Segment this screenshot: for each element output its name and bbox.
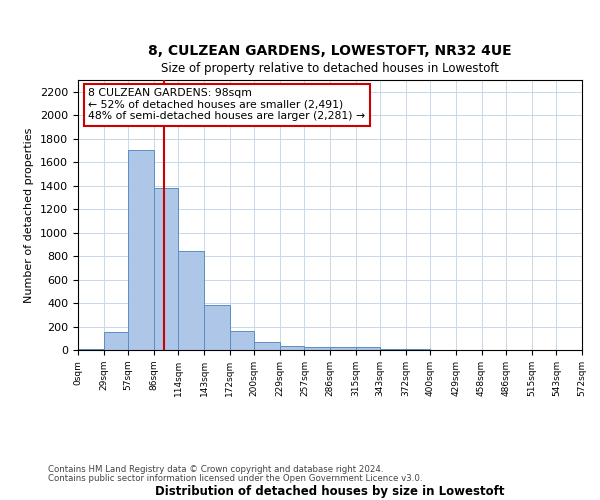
Bar: [230, 331, 254, 350]
Bar: [154, 188, 178, 350]
Bar: [254, 342, 280, 350]
Text: Size of property relative to detached houses in Lowestoft: Size of property relative to detached ho…: [161, 62, 499, 74]
Title: 8, CULZEAN GARDENS, LOWESTOFT, NR32 4UE: 8, CULZEAN GARDENS, LOWESTOFT, NR32 4UE: [148, 44, 512, 58]
Bar: [128, 150, 154, 350]
Text: Contains HM Land Registry data © Crown copyright and database right 2024.: Contains HM Land Registry data © Crown c…: [48, 466, 383, 474]
Bar: [330, 347, 356, 350]
Bar: [204, 306, 230, 350]
Text: 8 CULZEAN GARDENS: 98sqm
← 52% of detached houses are smaller (2,491)
48% of sem: 8 CULZEAN GARDENS: 98sqm ← 52% of detach…: [88, 88, 365, 122]
Y-axis label: Number of detached properties: Number of detached properties: [25, 128, 34, 302]
Bar: [304, 347, 330, 350]
Bar: [178, 252, 204, 350]
Bar: [104, 332, 128, 350]
Bar: [280, 346, 304, 350]
Text: Contains public sector information licensed under the Open Government Licence v3: Contains public sector information licen…: [48, 474, 422, 483]
Text: Distribution of detached houses by size in Lowestoft: Distribution of detached houses by size …: [155, 485, 505, 498]
Bar: [356, 347, 380, 350]
Bar: [78, 349, 104, 350]
